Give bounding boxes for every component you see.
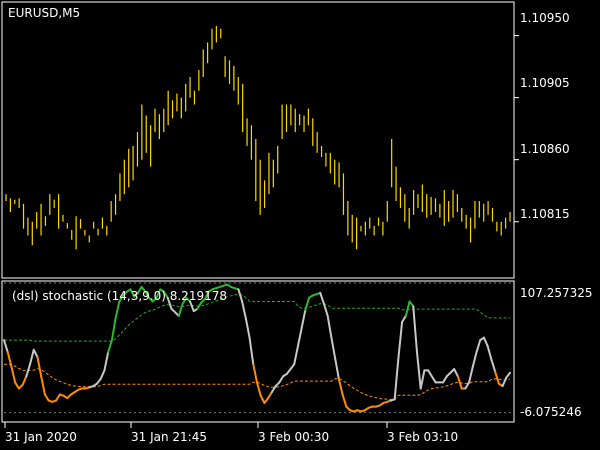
stochastic-segment [203,290,210,301]
stochastic-segment [118,294,125,303]
stochastic-segment [241,300,247,320]
upper-signal-line [4,293,510,342]
stochastic-segment [267,391,273,400]
price-bars [5,25,511,250]
stochastic-segment [482,336,489,348]
stochastic-segment [140,285,147,293]
stochastic-segment [404,300,411,317]
stochastic-segment [326,314,333,339]
stochastic-segment [43,393,50,402]
stochastic-segment [412,305,418,354]
stochastic-segment [505,371,511,379]
stochastic-segment [166,296,173,310]
time-tick-label: 31 Jan 21:45 [131,430,207,444]
stochastic-segment [419,369,426,390]
stochastic-segment [29,348,35,366]
stochastic-segment [319,291,325,305]
stochastic-segment [408,300,415,308]
stochastic-segment [330,336,337,360]
stochastic-segment [494,370,500,385]
stochastic-segment [415,351,422,390]
time-tick-label: 3 Feb 03:10 [387,430,459,444]
stochastic-segment [32,348,39,359]
time-axis-ticks [4,422,388,428]
price-axis-ticks [514,35,519,223]
stochastic-segment [248,336,255,366]
indicator-label: (dsl) stochastic (14,3,9.0) 8.219178 [12,289,227,303]
stochastic-segment [237,288,244,303]
stochastic-segment [136,285,143,294]
stochastic-segment [96,377,102,385]
stochastic-segment [155,288,162,299]
stochastic-segment [21,375,28,386]
stochastic-segment [107,339,113,354]
stochastic-segment [341,393,348,408]
stochastic-segment [490,358,497,373]
price-tick-label: 1.10860 [520,142,570,156]
stochastic-segment [25,363,32,378]
price-tick-label: 1.10815 [520,207,570,221]
stochastic-segment [453,368,459,378]
price-tick-label: 1.10905 [520,76,570,90]
stochastic-segment [103,351,110,372]
stochastic-segment [10,365,17,384]
price-tick-label: 1.10950 [520,11,570,25]
stochastic-segment [110,317,117,342]
stochastic-segment [6,351,13,368]
stochastic-segment [196,301,203,310]
stochastic-segment [177,302,184,317]
stochastic-segment [334,357,340,380]
stochastic-segment [55,393,61,402]
indicator-min-label: -6.075246 [520,405,582,419]
stochastic-segment [129,288,136,298]
stochastic-segment [270,385,277,394]
stochastic-segment [471,351,478,368]
stochastic-segment [3,339,9,354]
stochastic-segment [468,365,474,384]
stochastic-segment [393,357,400,401]
stochastic-segment [244,317,251,339]
stochastic-layer [3,282,512,414]
stochastic-segment [427,369,433,378]
stochastic-segment [285,368,292,375]
stochastic-segment [296,327,303,348]
stochastic-segment [36,356,43,378]
stochastic-segment [464,381,471,390]
stochastic-segment [304,296,311,311]
stochastic-segment [259,394,266,404]
stochastic-segment [252,363,258,384]
stochastic-segment [501,376,508,388]
stochastic-segment [144,290,151,299]
stochastic-segment [430,375,437,384]
stochastic-segment [442,375,448,384]
stochastic-segment [162,290,169,299]
stochastic-segment [486,345,493,361]
stochastic-segment [189,300,195,313]
stochastic-segment [278,375,285,384]
stochastic-segment [337,377,344,396]
time-tick-label: 3 Feb 00:30 [258,430,330,444]
stochastic-segment [397,320,404,360]
stochastic-segment [289,363,296,371]
indicator-max-label: 107.257325 [520,286,593,300]
stochastic-segment [322,302,329,317]
price-panel-frame [1,1,515,279]
stochastic-segment [475,339,482,354]
stochastic-segment [14,381,20,390]
stochastic-segment [263,397,270,404]
stochastic-segment [114,300,121,320]
stochastic-segment [456,375,463,390]
time-tick-label: 31 Jan 2020 [5,430,77,444]
stochastic-segment [99,369,106,380]
stochastic-segment [181,296,188,305]
stochastic-segment [40,375,46,396]
stochastic-segment [293,345,299,366]
stochastic-segment [256,381,262,397]
stochastic-segment [401,314,407,323]
stochastic-segment [300,308,307,330]
symbol-label: EURUSD,M5 [8,6,81,20]
